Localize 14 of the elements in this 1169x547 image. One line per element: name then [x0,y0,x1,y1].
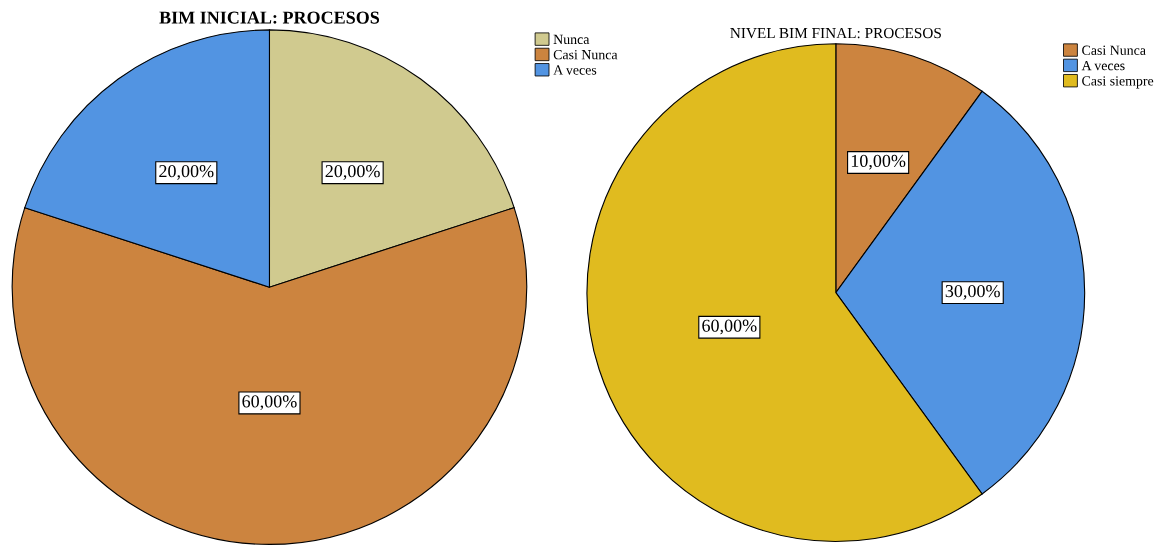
chart-title: BIM INICIAL: PROCESOS [159,11,380,24]
data-label: 60,00% [242,395,297,411]
data-label: 60,00% [702,319,757,335]
legend-label: Casi siempre [1082,76,1154,89]
chart-title: NIVEL BIM FINAL: PROCESOS [730,27,941,39]
data-label: 30,00% [945,284,1000,300]
legend-label: A veces [553,65,597,75]
data-label: 20,00% [159,165,214,180]
legend-label: A veces [1081,60,1125,71]
data-label: 10,00% [851,154,906,170]
legend-label: Casi Nunca [1082,45,1146,55]
legend-label: Casi Nunca [553,50,618,60]
legend-label: Nunca [553,34,590,45]
data-label: 20,00% [325,165,380,180]
